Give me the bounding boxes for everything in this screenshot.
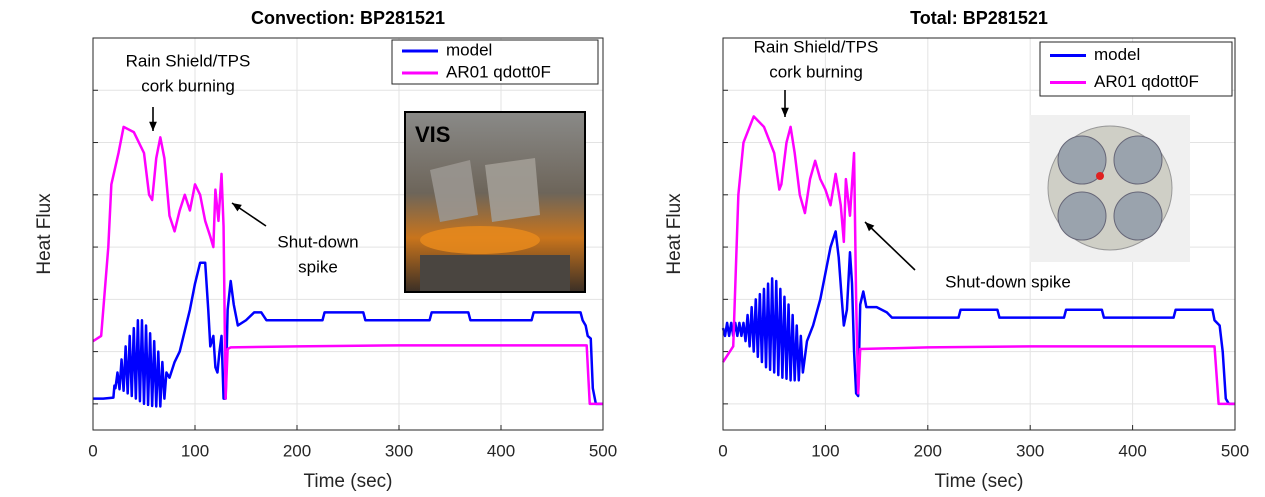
legend-label: model xyxy=(446,40,492,59)
annotation: Shut-down xyxy=(277,232,358,251)
x-tick-label: 0 xyxy=(88,441,97,460)
annotation: Shut-down spike xyxy=(945,272,1071,291)
axes-frame xyxy=(92,37,604,431)
x-tick-label: 300 xyxy=(385,441,413,460)
x-tick-label: 300 xyxy=(1016,441,1044,460)
y-axis-label: Heat Flux xyxy=(664,193,685,275)
arrow-head xyxy=(149,121,157,131)
x-tick-label: 100 xyxy=(181,441,209,460)
data-line xyxy=(721,230,1235,406)
annotation: cork burning xyxy=(141,76,235,95)
legend-label: model xyxy=(1094,45,1140,64)
legend-label: AR01 qdott0F xyxy=(446,62,551,81)
annotation: Rain Shield/TPS xyxy=(754,37,879,56)
data-line xyxy=(721,115,1235,406)
x-tick-label: 500 xyxy=(1221,441,1249,460)
inset-photo: VIS xyxy=(404,111,586,293)
inset-label: VIS xyxy=(415,122,450,147)
inset-diagram xyxy=(1030,115,1190,262)
annotation-arrow xyxy=(864,221,916,271)
legend-box xyxy=(391,39,599,85)
axes-frame xyxy=(722,37,1236,431)
annotation: cork burning xyxy=(769,62,863,81)
x-tick-label: 400 xyxy=(487,441,515,460)
x-tick-label: 200 xyxy=(283,441,311,460)
x-axis-label: Time (sec) xyxy=(303,471,392,492)
legend-label: AR01 qdott0F xyxy=(1094,72,1199,91)
y-axis-label: Heat Flux xyxy=(34,193,55,275)
chart-title: Convection: BP281521 xyxy=(251,8,445,28)
annotation: Rain Shield/TPS xyxy=(126,51,251,70)
x-tick-label: 400 xyxy=(1118,441,1146,460)
x-tick-label: 100 xyxy=(811,441,839,460)
legend-box xyxy=(1039,41,1233,97)
x-tick-label: 0 xyxy=(718,441,727,460)
data-line xyxy=(93,261,603,408)
arrow-head xyxy=(781,107,789,117)
arrow-head xyxy=(865,222,875,232)
x-tick-label: 200 xyxy=(914,441,942,460)
annotation: spike xyxy=(298,257,338,276)
x-axis-label: Time (sec) xyxy=(934,471,1023,492)
x-tick-label: 500 xyxy=(589,441,617,460)
data-line xyxy=(92,125,603,406)
arrow-head xyxy=(232,203,242,212)
chart-title: Total: BP281521 xyxy=(910,8,1048,28)
